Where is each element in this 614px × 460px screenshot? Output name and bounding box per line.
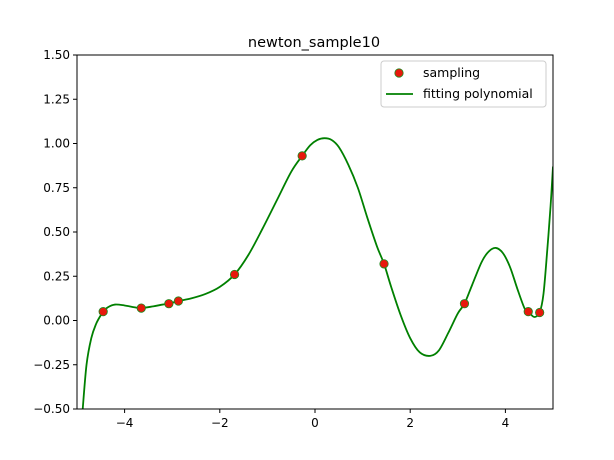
x-tick-label: −4 xyxy=(116,416,134,430)
legend-box xyxy=(380,60,547,108)
legend-label-fitting-polynomial: fitting polynomial xyxy=(423,86,533,101)
sample-point-7 xyxy=(379,259,389,269)
plot-area xyxy=(81,137,553,409)
y-tick-label: 1.25 xyxy=(43,92,70,106)
sample-point-8 xyxy=(459,299,470,309)
x-tick-label: 2 xyxy=(406,416,414,430)
y-tick-label: 1.00 xyxy=(43,137,70,151)
sample-point-1 xyxy=(98,307,108,317)
legend: sampling fitting polynomial xyxy=(380,60,547,108)
chart-title: newton_sample10 xyxy=(248,35,380,51)
sample-point-10 xyxy=(535,307,545,318)
y-tick-label: 0.75 xyxy=(43,181,70,195)
sample-point-9 xyxy=(523,307,533,317)
x-tick-label: 4 xyxy=(502,416,510,430)
y-tick-label: 0.25 xyxy=(43,269,70,283)
y-tick-label: −0.25 xyxy=(33,358,70,372)
sample-point-3 xyxy=(164,299,174,309)
sample-point-5 xyxy=(229,269,240,280)
legend-label-sampling: sampling xyxy=(423,65,480,80)
sample-point-2 xyxy=(136,303,146,313)
axes: −4 −2 0 2 4 −0.50 −0.25 0.00 0.25 0.50 0.75 1.00 1.2… xyxy=(33,48,509,430)
y-tick-label: −0.50 xyxy=(33,402,70,416)
legend-marker-sampling xyxy=(394,68,404,78)
x-tick-label: 0 xyxy=(311,416,319,430)
sample-point-6 xyxy=(297,151,307,161)
y-tick-label: 1.50 xyxy=(43,48,70,62)
sample-point-4 xyxy=(173,296,183,306)
y-tick-label: 0.50 xyxy=(43,225,70,239)
x-tick-label: −2 xyxy=(211,416,229,430)
y-tick-label: 0.00 xyxy=(43,314,70,328)
